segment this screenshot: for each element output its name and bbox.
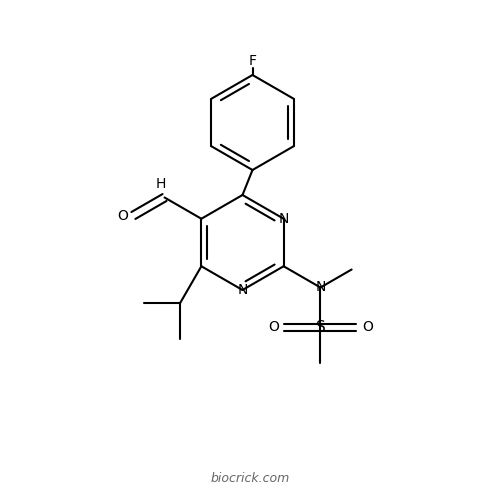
Text: biocrick.com: biocrick.com (210, 472, 290, 486)
Text: O: O (362, 320, 373, 334)
Text: H: H (156, 177, 166, 191)
Text: N: N (278, 212, 289, 226)
Text: N: N (316, 280, 326, 294)
Text: O: O (117, 208, 128, 222)
Text: S: S (316, 320, 326, 335)
Text: O: O (268, 320, 279, 334)
Text: N: N (238, 283, 248, 297)
Text: F: F (248, 54, 256, 68)
